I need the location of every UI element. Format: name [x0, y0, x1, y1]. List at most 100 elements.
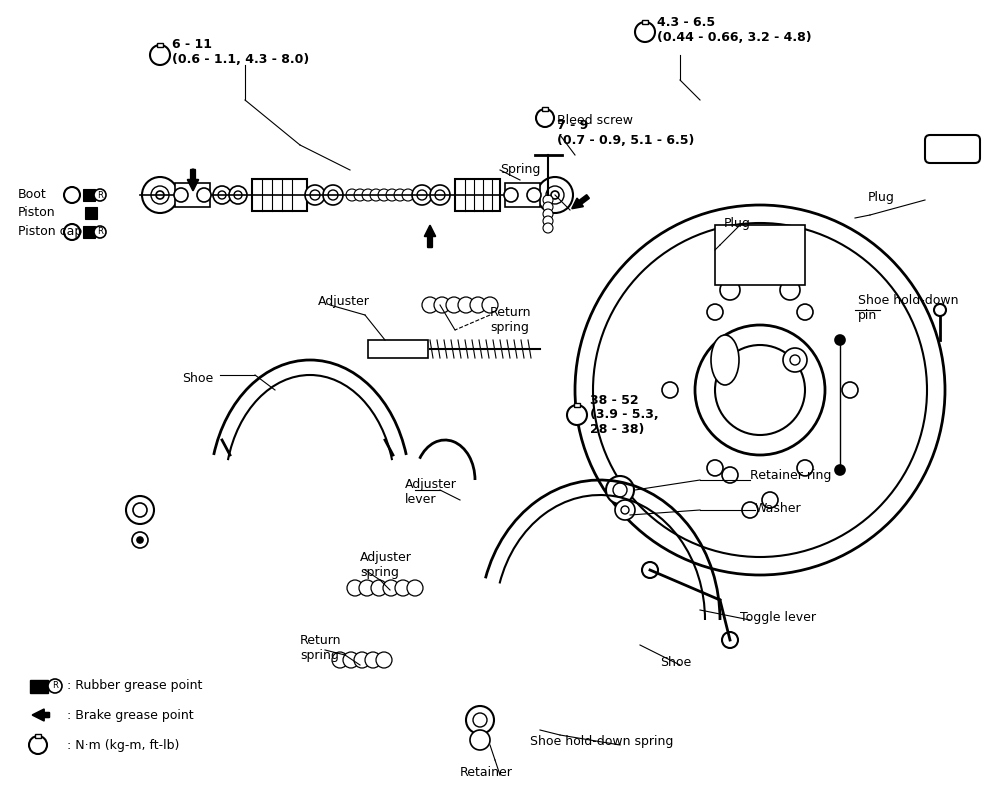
- Bar: [455, 179, 500, 211]
- Circle shape: [365, 652, 381, 668]
- Circle shape: [722, 632, 738, 648]
- Text: R: R: [97, 228, 103, 237]
- Circle shape: [615, 500, 635, 520]
- Text: Toggle lever: Toggle lever: [740, 611, 816, 625]
- Circle shape: [606, 476, 634, 504]
- FancyBboxPatch shape: [925, 135, 980, 163]
- Circle shape: [376, 652, 392, 668]
- Text: : Brake grease point: : Brake grease point: [67, 708, 194, 722]
- Circle shape: [229, 186, 247, 204]
- Circle shape: [213, 186, 231, 204]
- Circle shape: [132, 532, 148, 548]
- Circle shape: [417, 190, 427, 200]
- Circle shape: [371, 580, 387, 596]
- Circle shape: [218, 191, 226, 199]
- Text: Retainer ring: Retainer ring: [750, 468, 831, 481]
- Text: Retainer: Retainer: [460, 765, 513, 779]
- Circle shape: [412, 185, 432, 205]
- Circle shape: [527, 188, 541, 202]
- Text: 4.3 - 6.5
(0.44 - 0.66, 3.2 - 4.8): 4.3 - 6.5 (0.44 - 0.66, 3.2 - 4.8): [657, 16, 812, 44]
- Circle shape: [310, 190, 320, 200]
- Bar: [175, 183, 210, 207]
- Bar: [30, 680, 48, 693]
- Circle shape: [446, 297, 462, 313]
- Text: Boot: Boot: [18, 188, 47, 201]
- Text: R: R: [97, 191, 103, 200]
- Circle shape: [536, 109, 554, 127]
- Circle shape: [934, 304, 946, 316]
- Circle shape: [133, 503, 147, 517]
- Bar: [642, 20, 648, 24]
- Circle shape: [234, 191, 242, 199]
- Bar: [35, 734, 41, 738]
- Circle shape: [150, 45, 170, 65]
- Circle shape: [328, 190, 338, 200]
- Circle shape: [722, 467, 738, 483]
- Circle shape: [386, 189, 398, 201]
- Circle shape: [642, 562, 658, 578]
- Circle shape: [151, 186, 169, 204]
- Circle shape: [546, 186, 564, 204]
- Circle shape: [359, 580, 375, 596]
- Text: Piston: Piston: [18, 206, 56, 220]
- Text: Adjuster
spring: Adjuster spring: [360, 551, 412, 579]
- Circle shape: [551, 191, 559, 199]
- Circle shape: [613, 483, 627, 497]
- Circle shape: [543, 195, 553, 205]
- Circle shape: [395, 580, 411, 596]
- Text: Adjuster: Adjuster: [318, 295, 370, 309]
- Text: : Rubber grease point: : Rubber grease point: [67, 679, 202, 692]
- Circle shape: [695, 325, 825, 455]
- Bar: [715, 225, 805, 285]
- Circle shape: [797, 460, 813, 476]
- Circle shape: [720, 280, 740, 300]
- Text: Shoe: Shoe: [182, 371, 213, 384]
- Circle shape: [394, 189, 406, 201]
- Text: R: R: [52, 682, 58, 691]
- Circle shape: [470, 730, 490, 750]
- Circle shape: [762, 492, 778, 508]
- Circle shape: [543, 216, 553, 226]
- Circle shape: [715, 345, 805, 435]
- Circle shape: [354, 652, 370, 668]
- Circle shape: [434, 297, 450, 313]
- Circle shape: [458, 297, 474, 313]
- Circle shape: [537, 177, 573, 213]
- Circle shape: [430, 185, 450, 205]
- Circle shape: [621, 506, 629, 514]
- Text: 7 - 9
(0.7 - 0.9, 5.1 - 6.5): 7 - 9 (0.7 - 0.9, 5.1 - 6.5): [557, 119, 694, 147]
- Text: Shoe hold-down
pin: Shoe hold-down pin: [858, 294, 958, 322]
- Text: Piston cap: Piston cap: [18, 225, 82, 238]
- Circle shape: [346, 189, 358, 201]
- Text: Spring: Spring: [500, 164, 540, 176]
- Circle shape: [332, 652, 348, 668]
- Circle shape: [354, 189, 366, 201]
- Ellipse shape: [711, 335, 739, 385]
- Circle shape: [707, 304, 723, 320]
- Bar: [85, 207, 97, 219]
- Text: Plug: Plug: [724, 217, 751, 229]
- Bar: [542, 107, 548, 111]
- Bar: [574, 403, 580, 407]
- Circle shape: [842, 382, 858, 398]
- Circle shape: [662, 382, 678, 398]
- Circle shape: [473, 713, 487, 727]
- Circle shape: [835, 335, 845, 345]
- Text: Return
spring: Return spring: [490, 306, 532, 334]
- Circle shape: [156, 191, 164, 199]
- Text: Shoe: Shoe: [660, 655, 691, 669]
- Circle shape: [94, 226, 106, 238]
- Circle shape: [323, 185, 343, 205]
- Circle shape: [470, 297, 486, 313]
- Circle shape: [543, 202, 553, 212]
- Circle shape: [29, 736, 47, 754]
- Circle shape: [402, 189, 414, 201]
- Circle shape: [740, 250, 760, 270]
- Text: Bleed screw: Bleed screw: [557, 114, 633, 127]
- Bar: [368, 340, 428, 358]
- Circle shape: [466, 706, 494, 734]
- Circle shape: [504, 188, 518, 202]
- Circle shape: [543, 223, 553, 233]
- Text: 6 - 11
(0.6 - 1.1, 4.3 - 8.0): 6 - 11 (0.6 - 1.1, 4.3 - 8.0): [172, 38, 309, 66]
- Circle shape: [435, 190, 445, 200]
